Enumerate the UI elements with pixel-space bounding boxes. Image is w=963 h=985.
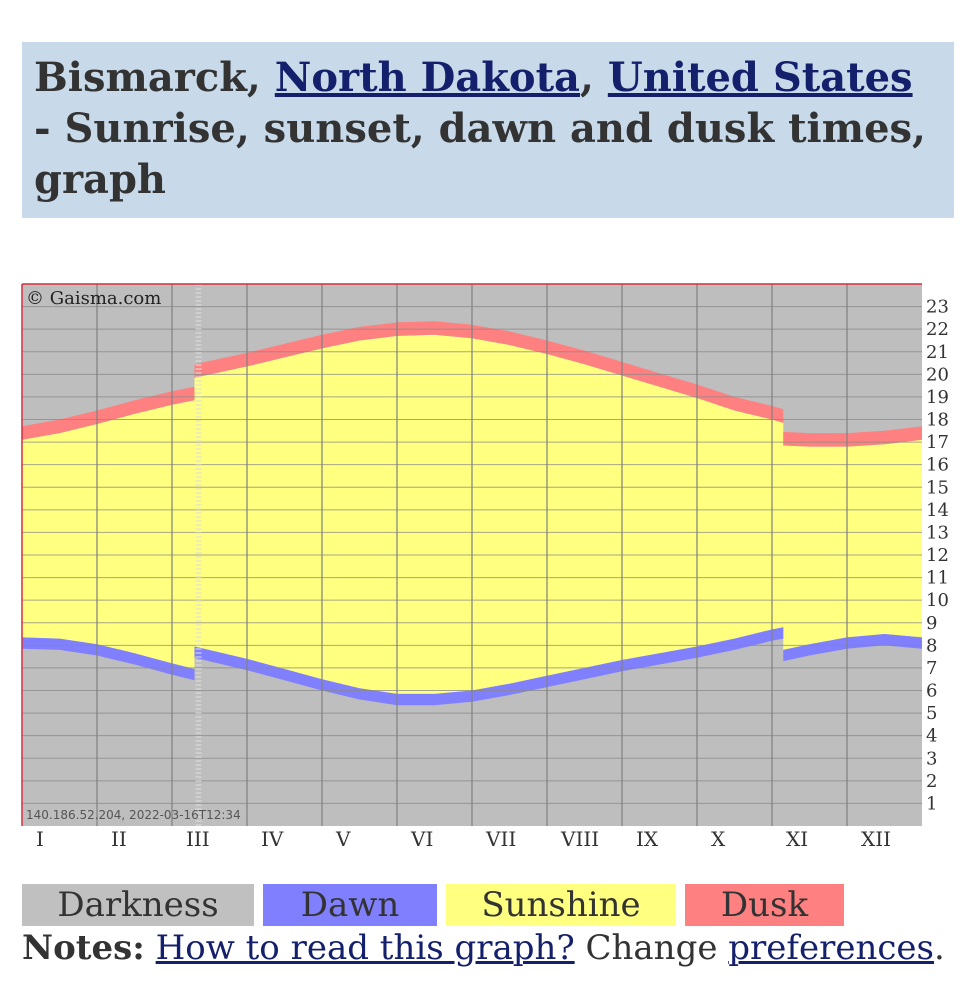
- y-tick-label: 10: [926, 590, 949, 611]
- month-label: X: [711, 827, 726, 851]
- y-tick-label: 15: [926, 477, 949, 498]
- notes: Notes: How to read this graph? Change pr…: [22, 928, 945, 968]
- copyright-label: © Gaisma.com: [26, 288, 161, 309]
- y-tick-label: 16: [926, 455, 949, 476]
- notes-label: Notes:: [22, 928, 145, 968]
- title-box: Bismarck, North Dakota, United States - …: [22, 42, 954, 218]
- y-tick-label: 22: [926, 319, 949, 340]
- country-link[interactable]: United States: [607, 54, 913, 101]
- month-label: I: [36, 827, 44, 851]
- y-tick-label: 4: [926, 726, 937, 747]
- y-tick-label: 2: [926, 771, 937, 792]
- y-tick-label: 6: [926, 681, 937, 702]
- month-label: XI: [786, 827, 808, 851]
- legend-sunshine: Sunshine: [446, 884, 676, 926]
- month-label: IV: [261, 827, 284, 851]
- y-tick-label: 8: [926, 635, 937, 656]
- y-tick-label: 9: [926, 613, 937, 634]
- legend-darkness: Darkness: [22, 884, 254, 926]
- month-label: III: [186, 827, 210, 851]
- month-label: VIII: [560, 827, 599, 851]
- y-tick-label: 13: [926, 522, 949, 543]
- dusk-band: [22, 321, 922, 447]
- y-tick-label: 11: [926, 568, 949, 589]
- state-link[interactable]: North Dakota: [274, 54, 580, 101]
- change-text: Change: [585, 928, 718, 968]
- title-suffix: - Sunrise, sunset, dawn and dusk times, …: [34, 105, 926, 203]
- y-tick-label: 14: [926, 500, 949, 521]
- page-title: Bismarck, North Dakota, United States - …: [34, 54, 926, 203]
- month-label: V: [335, 827, 351, 851]
- month-label: VI: [410, 827, 433, 851]
- city-name: Bismarck: [34, 54, 247, 101]
- y-tick-label: 12: [926, 545, 949, 566]
- y-tick-label: 7: [926, 658, 937, 679]
- y-tick-label: 18: [926, 410, 949, 431]
- preferences-link[interactable]: preferences: [728, 928, 934, 968]
- y-tick-label: 5: [926, 703, 937, 724]
- month-label: VII: [485, 827, 516, 851]
- y-tick-label: 23: [926, 297, 949, 318]
- timestamp-label: 140.186.52.204, 2022-03-16T12:34: [26, 808, 241, 822]
- y-tick-label: 3: [926, 748, 937, 769]
- legend-dusk: Dusk: [685, 884, 844, 926]
- month-label: XII: [861, 827, 891, 851]
- month-label: II: [111, 827, 127, 851]
- legend-dawn: Dawn: [263, 884, 437, 926]
- how-to-read-link[interactable]: How to read this graph?: [155, 928, 575, 968]
- y-tick-label: 17: [926, 432, 949, 453]
- y-tick-label: 21: [926, 342, 949, 363]
- y-tick-label: 20: [926, 364, 949, 385]
- y-tick-label: 19: [926, 387, 949, 408]
- month-label: IX: [636, 827, 659, 851]
- y-tick-label: 1: [926, 793, 937, 814]
